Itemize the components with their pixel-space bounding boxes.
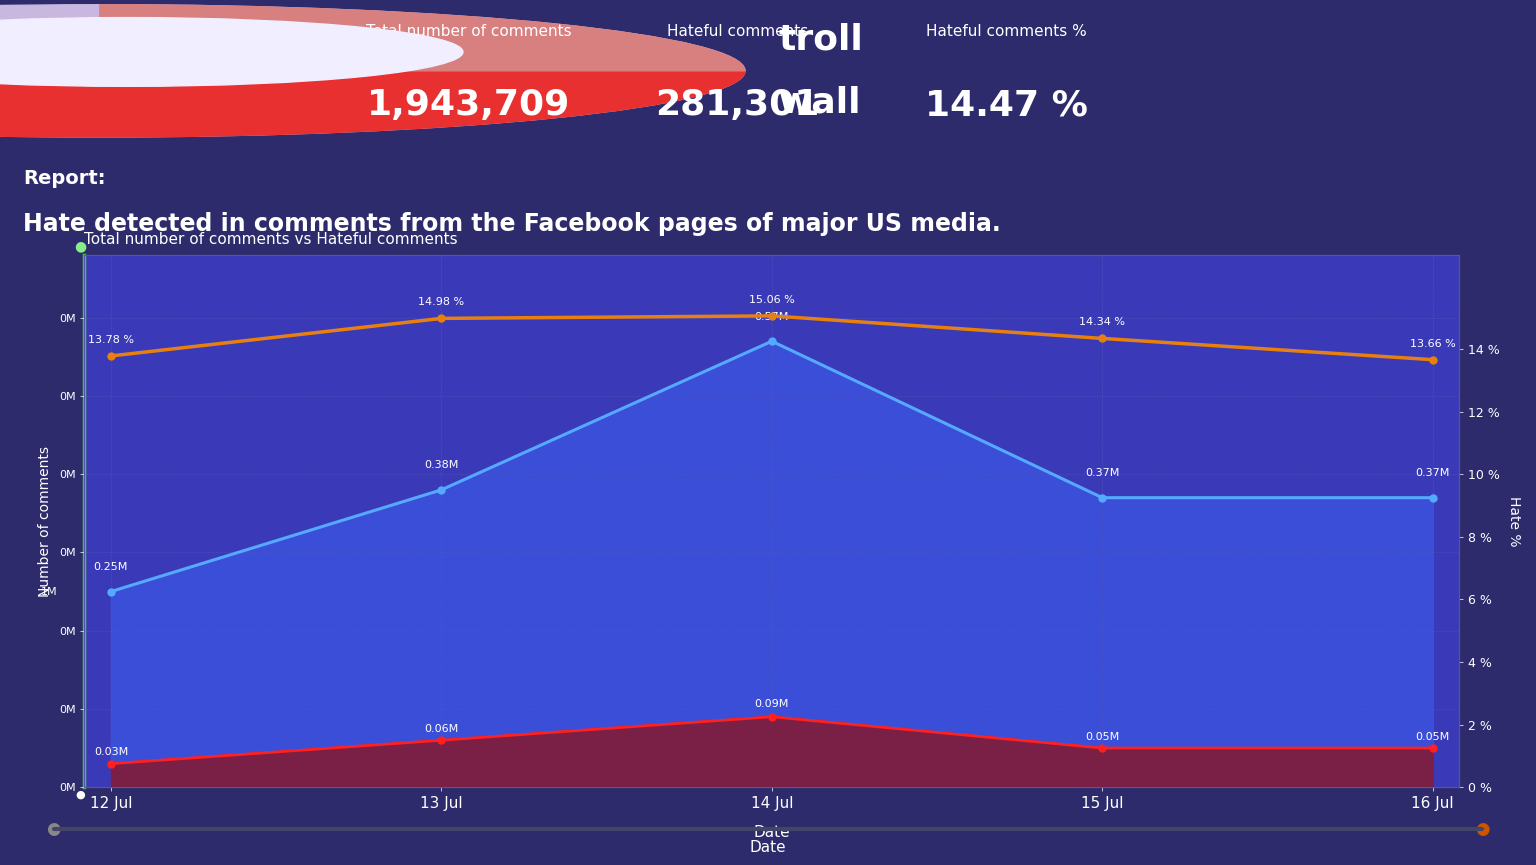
Wedge shape bbox=[0, 71, 745, 137]
Text: 0.03M: 0.03M bbox=[94, 747, 127, 758]
Text: 0.38M: 0.38M bbox=[424, 460, 459, 471]
Text: Date: Date bbox=[750, 840, 786, 855]
Circle shape bbox=[0, 4, 745, 137]
Text: Hate detected in comments from the Facebook pages of major US media.: Hate detected in comments from the Faceb… bbox=[23, 212, 1001, 236]
Text: Hateful comments: Hateful comments bbox=[667, 24, 808, 39]
Text: 13.66 %: 13.66 % bbox=[1410, 339, 1456, 349]
Text: ●: ● bbox=[46, 820, 61, 837]
Text: 0.05M: 0.05M bbox=[1084, 732, 1120, 742]
Text: 14.34 %: 14.34 % bbox=[1080, 317, 1126, 328]
Text: ●: ● bbox=[75, 790, 84, 800]
Text: 0.57M: 0.57M bbox=[754, 311, 790, 322]
Text: 281,301: 281,301 bbox=[654, 88, 820, 123]
Text: 1M: 1M bbox=[40, 586, 57, 597]
Circle shape bbox=[0, 17, 462, 86]
Text: 1,943,709: 1,943,709 bbox=[367, 88, 570, 123]
Text: Total number of comments: Total number of comments bbox=[366, 24, 571, 39]
Text: 0.25M: 0.25M bbox=[94, 562, 127, 572]
Wedge shape bbox=[100, 4, 745, 71]
Text: 14.47 %: 14.47 % bbox=[925, 88, 1087, 123]
Text: Hateful comments %: Hateful comments % bbox=[926, 24, 1086, 39]
Text: ●: ● bbox=[1475, 820, 1490, 837]
Text: troll: troll bbox=[779, 22, 863, 56]
Text: wall: wall bbox=[779, 86, 862, 119]
Text: 14.98 %: 14.98 % bbox=[418, 298, 464, 307]
Text: 0.05M: 0.05M bbox=[1416, 732, 1450, 742]
Text: 0.06M: 0.06M bbox=[424, 724, 459, 734]
Text: 13.78 %: 13.78 % bbox=[88, 335, 134, 345]
X-axis label: Date: Date bbox=[754, 825, 790, 840]
Text: 0.37M: 0.37M bbox=[1416, 468, 1450, 478]
Text: 15.06 %: 15.06 % bbox=[750, 295, 794, 305]
Text: Report:: Report: bbox=[23, 169, 106, 188]
Y-axis label: Hate %: Hate % bbox=[1507, 496, 1521, 547]
Text: 0.09M: 0.09M bbox=[754, 699, 790, 709]
Y-axis label: Number of comments: Number of comments bbox=[38, 445, 52, 597]
Text: ●: ● bbox=[74, 240, 86, 253]
Text: Total number of comments vs Hateful comments: Total number of comments vs Hateful comm… bbox=[84, 232, 458, 247]
Text: 0.37M: 0.37M bbox=[1084, 468, 1120, 478]
